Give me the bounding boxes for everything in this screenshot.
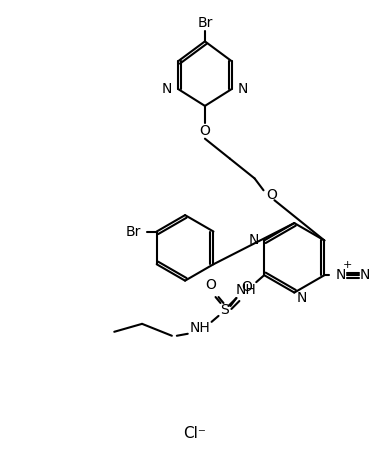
Text: N: N xyxy=(296,291,307,305)
Text: O: O xyxy=(199,124,210,138)
Text: Br: Br xyxy=(197,16,213,31)
Text: +: + xyxy=(343,260,352,270)
Text: O: O xyxy=(266,188,277,202)
Text: N: N xyxy=(249,233,259,247)
Text: N: N xyxy=(360,268,370,282)
Text: N: N xyxy=(162,82,172,96)
Text: S: S xyxy=(220,303,229,317)
Text: NH: NH xyxy=(189,321,210,335)
Text: N: N xyxy=(336,268,346,282)
Text: NH: NH xyxy=(236,283,257,297)
Text: O: O xyxy=(205,278,216,292)
Text: Cl⁻: Cl⁻ xyxy=(183,426,206,441)
Text: Br: Br xyxy=(125,225,140,239)
Text: O: O xyxy=(241,280,252,294)
Text: N: N xyxy=(238,82,248,96)
